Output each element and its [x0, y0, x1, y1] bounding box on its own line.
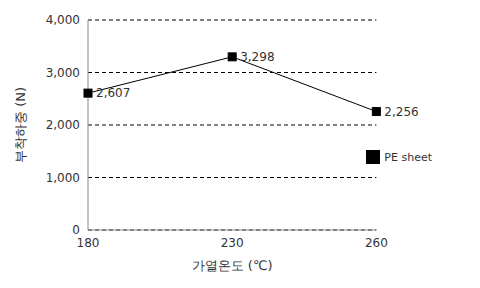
svg-text:180: 180	[77, 236, 100, 250]
svg-text:1,000: 1,000	[46, 171, 80, 185]
svg-text:2,607: 2,607	[96, 86, 130, 100]
svg-text:3,000: 3,000	[46, 66, 80, 80]
svg-text:4,000: 4,000	[46, 13, 80, 27]
svg-text:2,000: 2,000	[46, 118, 80, 132]
svg-text:부착하중 (N): 부착하중 (N)	[13, 87, 28, 163]
svg-text:3,298: 3,298	[240, 50, 274, 64]
svg-text:230: 230	[221, 236, 244, 250]
svg-text:260: 260	[365, 236, 388, 250]
svg-text:가열온도 (℃): 가열온도 (℃)	[192, 258, 273, 273]
svg-text:0: 0	[72, 223, 80, 237]
html-text:PE sheet: PE sheet	[384, 151, 432, 164]
svg-text:2,256: 2,256	[384, 105, 418, 119]
